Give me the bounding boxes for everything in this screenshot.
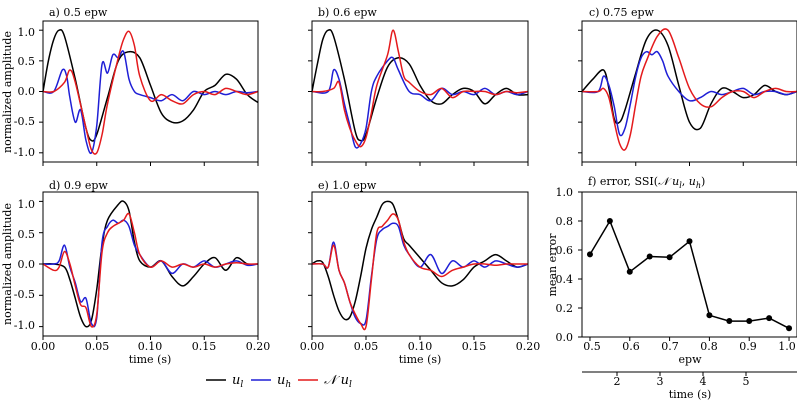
panel-f-xtick: 1.0	[778, 340, 796, 353]
data-point	[726, 318, 732, 324]
panel-d-xtick: 0.15	[192, 340, 217, 353]
panel-d-ytick: 1.0	[18, 198, 36, 211]
panel-e-title: e) 1.0 epw	[318, 179, 377, 192]
legend-label-ul: ul	[232, 373, 243, 390]
panel-d-xlabel: time (s)	[129, 353, 172, 366]
panel-f: f) error, SSI(𝒩 ul, uh) 1.0 0.8 0.6 0.4 …	[546, 175, 797, 401]
legend-label-uh: uh	[277, 373, 291, 390]
data-point	[706, 312, 712, 318]
panel-e-xlabel: time (s)	[399, 353, 442, 366]
panel-d-title: d) 0.9 epw	[49, 179, 108, 192]
legend-label-nul: 𝒩 ul	[324, 373, 352, 390]
data-point	[647, 254, 653, 260]
panel-f-secondary-xlabel: time (s)	[669, 388, 712, 401]
series-line-nul	[312, 214, 528, 330]
panel-c: c) 0.75 epw	[578, 6, 797, 166]
panel-a-ytick: 0.0	[18, 85, 36, 98]
panel-a-ylabel: normalized amplitude	[1, 31, 14, 153]
panel-f-ytick: 0.2	[556, 302, 574, 315]
panel-e-xtick: 0.10	[408, 340, 433, 353]
panel-f-ytick: 1.0	[556, 186, 574, 199]
panel-d-xtick: 0.20	[246, 340, 271, 353]
panel-e-xtick: 0.20	[516, 340, 541, 353]
panel-f-xtick: 0.8	[700, 340, 718, 353]
panel-f-xtick: 0.7	[661, 340, 679, 353]
panel-a-ytick: -1.0	[14, 146, 35, 159]
data-point	[627, 269, 633, 275]
panel-a-ytick: 1.0	[18, 26, 36, 39]
panel-e-xtick: 0.15	[462, 340, 487, 353]
panel-d-xtick: 0.10	[138, 340, 163, 353]
panel-f-secondary-xtick: 4	[700, 375, 707, 388]
panel-c-title: c) 0.75 epw	[589, 6, 654, 19]
panel-b-title: b) 0.6 epw	[318, 6, 377, 19]
series-line-nul	[312, 30, 528, 147]
data-point	[766, 315, 772, 321]
data-point	[786, 325, 792, 331]
panel-b: b) 0.6 epw	[308, 6, 528, 166]
legend: ul uh 𝒩 ul	[206, 373, 352, 390]
panel-d-ytick: -0.5	[14, 288, 35, 301]
panel-f-ylabel: mean error	[546, 233, 559, 297]
series-line-nul	[43, 31, 258, 154]
series-line-nul	[582, 29, 797, 150]
panel-d-ytick: 0.5	[18, 228, 36, 241]
data-point	[607, 218, 613, 224]
panel-e-xtick: 0.05	[354, 340, 379, 353]
series-line-uh	[43, 220, 258, 326]
series-line-ul	[582, 30, 797, 130]
panel-f-title: f) error, SSI(𝒩 ul, uh)	[588, 175, 705, 190]
panel-a-frame	[43, 21, 258, 162]
series-line-uh	[43, 51, 258, 153]
series-line-uh	[312, 57, 528, 148]
panel-f-xtick: 0.6	[622, 340, 640, 353]
series-line-ul	[312, 30, 528, 141]
panel-a-title: a) 0.5 epw	[49, 6, 108, 19]
panel-a-ytick: 0.5	[18, 55, 36, 68]
panel-d-ylabel: normalized amplitude	[1, 203, 14, 325]
panel-f-ytick: 0.8	[556, 215, 574, 228]
figure: a) 0.5 epw 1.0 0.5 0.0 -0.5 -1.0 normali…	[0, 0, 797, 402]
panel-e-frame	[312, 192, 528, 336]
panel-a-ytick: -0.5	[14, 115, 35, 128]
data-point	[687, 238, 693, 244]
series-line-uh	[312, 223, 528, 325]
panel-f-xtick: 0.9	[739, 340, 757, 353]
panel-f-ytick: 0.0	[556, 331, 574, 344]
data-point	[667, 254, 673, 260]
panel-f-secondary-xtick: 5	[743, 375, 750, 388]
panel-d-xtick: 0.00	[31, 340, 56, 353]
panel-f-frame	[582, 192, 797, 337]
panel-e-xtick: 0.00	[300, 340, 325, 353]
series-line-ul	[43, 30, 258, 141]
series-line-mean-error	[590, 221, 789, 328]
panel-f-secondary-xtick: 2	[614, 375, 621, 388]
data-point	[746, 318, 752, 324]
panel-a: a) 0.5 epw 1.0 0.5 0.0 -0.5 -1.0 normali…	[1, 6, 258, 166]
panel-f-secondary-xtick: 3	[657, 375, 664, 388]
panel-d: d) 0.9 epw 1.0 0.5 0.0 -0.5 -1.0 0.00 0.…	[1, 179, 270, 366]
panel-d-xtick: 0.05	[85, 340, 110, 353]
panel-d-ytick: -1.0	[14, 319, 35, 332]
panel-d-ytick: 0.0	[18, 258, 36, 271]
panel-f-xtick: 0.5	[583, 340, 601, 353]
panel-f-xlabel: epw	[679, 353, 703, 366]
panel-e: e) 1.0 epw 0.00 0.05 0.10 0.15 0.20 time…	[300, 179, 541, 366]
data-point	[587, 251, 593, 257]
